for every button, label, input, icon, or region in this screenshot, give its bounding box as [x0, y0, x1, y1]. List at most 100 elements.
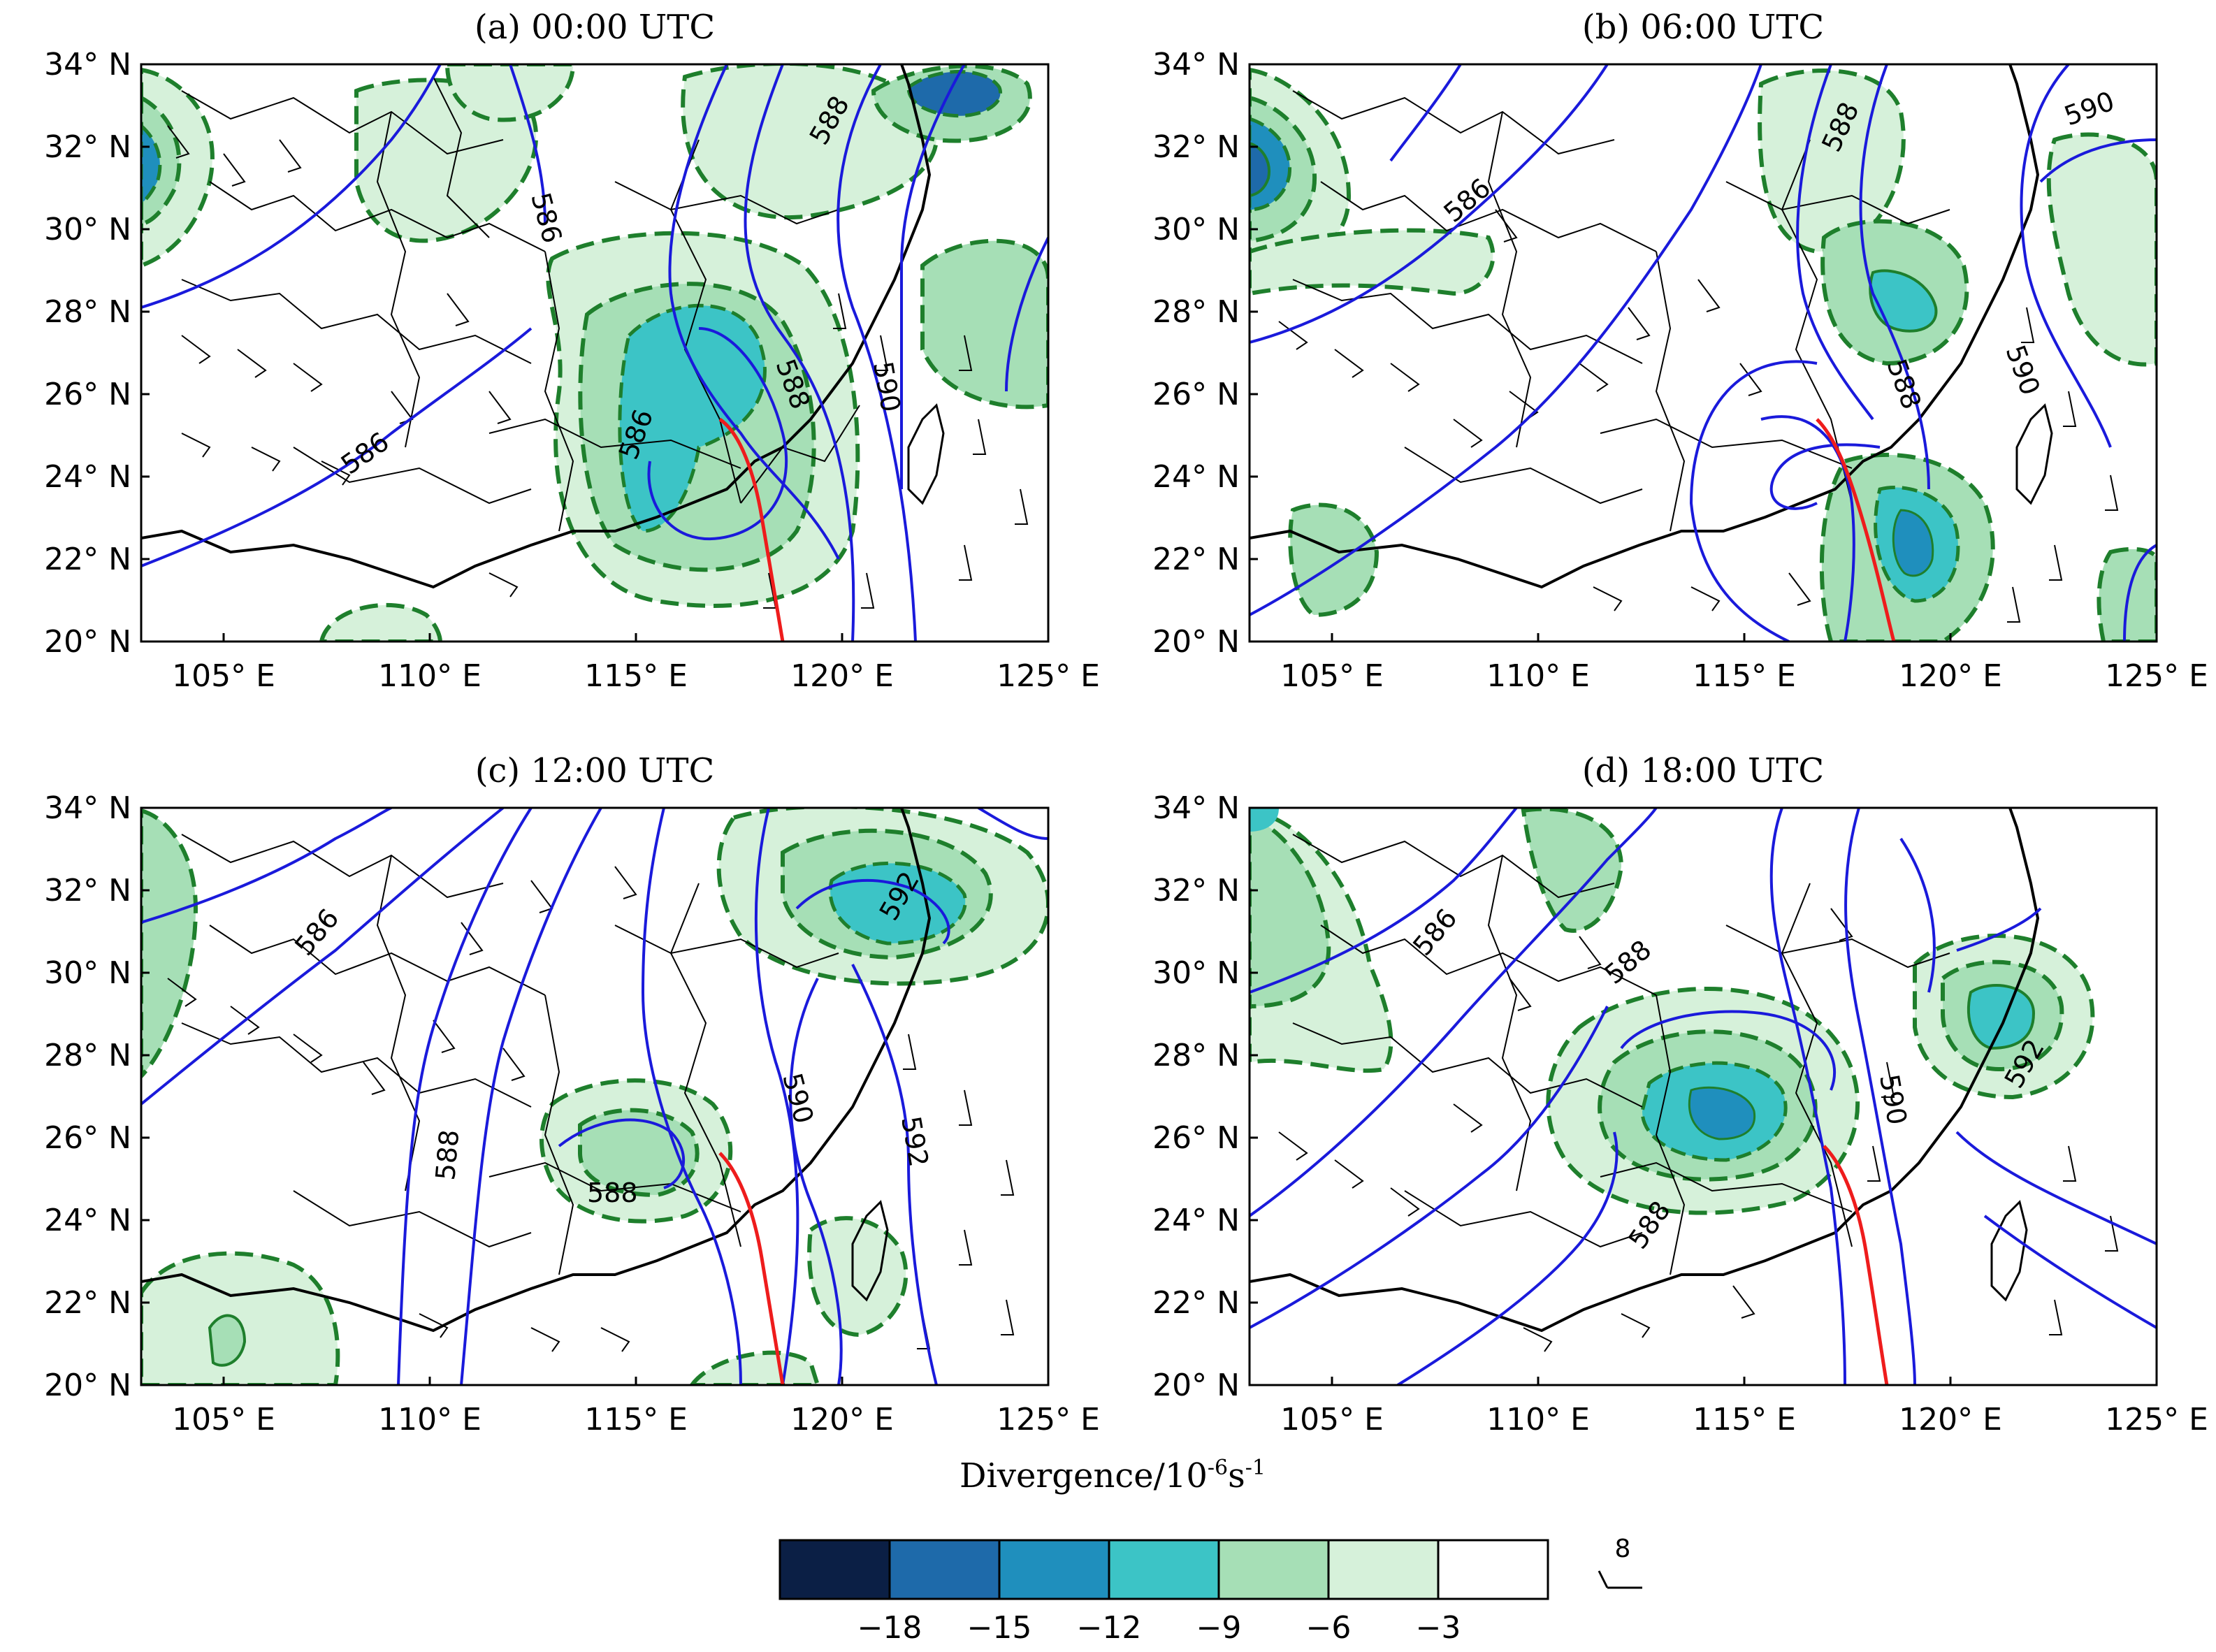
panel-c: (c) 12:00 UTC: [140, 751, 1050, 1386]
colorbar-tick-label: −15: [967, 1610, 1032, 1646]
lat-tick-label: 24° N: [44, 1203, 131, 1238]
wind-barbs-d: [1278, 908, 2119, 1352]
lon-tick-label: 115° E: [584, 1402, 688, 1437]
province-borders-b: [1292, 90, 1950, 532]
taiwan-a: [907, 403, 945, 505]
front-line-c: [718, 1152, 785, 1385]
lat-tick-label: 26° N: [44, 1120, 131, 1156]
colorbar-tick-label: −18: [857, 1610, 922, 1646]
colorbar-box: [779, 1539, 891, 1600]
colorbar-box: [1327, 1539, 1440, 1600]
front-line-b: [1816, 418, 1896, 642]
lon-tick-label: 105° E: [1280, 1402, 1384, 1437]
lat-tick-label: 24° N: [44, 459, 131, 495]
height-contours-d: [1250, 808, 2157, 1385]
lat-tick-label: 32° N: [44, 873, 131, 908]
colorbar-tick-label: −6: [1306, 1610, 1352, 1646]
lon-tick-label: 105° E: [172, 1402, 275, 1437]
lon-tick-label: 120° E: [790, 658, 894, 694]
lat-tick-label: 22° N: [44, 542, 131, 577]
lat-tick-label: 28° N: [44, 294, 131, 330]
lat-tick-label: 20° N: [44, 1368, 131, 1403]
lat-tick-label: 30° N: [44, 212, 131, 247]
height-contours-b: [1250, 64, 2157, 642]
lat-tick-label: 20° N: [1152, 624, 1240, 660]
lon-tick-label: 125° E: [997, 1402, 1100, 1437]
lat-tick-label: 28° N: [1152, 1038, 1240, 1073]
panel-d: (d) 18:00 UTC: [1248, 751, 2158, 1386]
height-contours-c: [141, 808, 1048, 1385]
lat-tick-label: 34° N: [1152, 47, 1240, 82]
lon-tick-label: 110° E: [378, 658, 481, 694]
lat-tick-label: 34° N: [44, 47, 131, 82]
wind-key: 8: [1598, 1535, 1642, 1589]
wind-key-barb-icon: [1598, 1570, 1642, 1589]
front-line-d: [1823, 1145, 1889, 1385]
lat-tick-label: 20° N: [44, 624, 131, 660]
lon-tick-label: 120° E: [790, 1402, 894, 1437]
colorbar-box: [1108, 1539, 1220, 1600]
colorbar-tick-labels: −18 −15 −12 −9 −6 −3: [857, 1610, 1461, 1646]
wind-key-label: 8: [1615, 1535, 1631, 1563]
lon-tick-label: 105° E: [1280, 658, 1384, 694]
colorbar-tick-label: −3: [1416, 1610, 1461, 1646]
colorbar-boxes: [779, 1539, 1549, 1600]
lon-tick-label: 110° E: [378, 1402, 481, 1437]
lon-tick-label: 110° E: [1486, 658, 1590, 694]
lon-tick-label: 110° E: [1486, 1402, 1590, 1437]
province-borders-c: [181, 834, 839, 1275]
province-borders-d: [1292, 834, 1950, 1275]
lon-tick-label: 125° E: [2105, 1402, 2208, 1437]
lon-tick-label: 105° E: [172, 658, 275, 694]
lat-tick-label: 34° N: [44, 790, 131, 826]
province-borders-a: [181, 76, 860, 532]
taiwan-b: [2015, 403, 2053, 505]
panel-d-title: (d) 18:00 UTC: [1582, 751, 1824, 790]
lat-tick-label: 30° N: [1152, 955, 1240, 991]
coastline-b: [1250, 64, 2040, 589]
lat-tick-label: 26° N: [1152, 377, 1240, 412]
lat-tick-label: 22° N: [1152, 1285, 1240, 1321]
lat-tick-label: 22° N: [1152, 542, 1240, 577]
colorbar-tick-label: −12: [1077, 1610, 1142, 1646]
lat-tick-label: 20° N: [1152, 1368, 1240, 1403]
colorbar-box: [998, 1539, 1110, 1600]
lon-tick-label: 120° E: [1899, 1402, 2002, 1437]
lat-tick-label: 24° N: [1152, 1203, 1240, 1238]
panel-a-title: (a) 00:00 UTC: [475, 8, 715, 47]
lon-tick-label: 125° E: [2105, 658, 2208, 694]
lat-tick-label: 26° N: [1152, 1120, 1240, 1156]
lon-tick-label: 125° E: [997, 658, 1100, 694]
wind-barbs-a: [167, 125, 1029, 609]
lat-tick-label: 28° N: [44, 1038, 131, 1073]
panel-a: (a) 00:00 UTC: [140, 8, 1050, 643]
colorbar: Divergence/10-6s-1 −18 −15 −12 −9 −6 −3: [779, 1456, 1549, 1646]
colorbar-box: [1437, 1539, 1549, 1600]
coastline-d: [1250, 808, 2040, 1333]
contour-label: 588: [587, 1178, 638, 1208]
divergence-field-a: [141, 64, 1048, 642]
lon-tick-label: 115° E: [1693, 658, 1796, 694]
panel-c-title: (c) 12:00 UTC: [475, 751, 714, 790]
lat-tick-label: 32° N: [44, 129, 131, 165]
divergence-field-d: [1250, 808, 2095, 1215]
lat-tick-label: 32° N: [1152, 129, 1240, 165]
contour-label: 588: [430, 1129, 465, 1182]
lat-tick-label: 22° N: [44, 1285, 131, 1321]
lon-tick-label: 115° E: [1693, 1402, 1796, 1437]
panel-b-title: (b) 06:00 UTC: [1582, 8, 1824, 47]
divergence-field-c: [141, 808, 1048, 1385]
panel-b: (b) 06:00 UTC: [1248, 8, 2158, 643]
lon-tick-label: 120° E: [1899, 658, 2002, 694]
lat-tick-label: 30° N: [44, 955, 131, 991]
colorbar-box: [888, 1539, 1001, 1600]
front-line-a: [718, 417, 785, 642]
lat-tick-label: 24° N: [1152, 459, 1240, 495]
lat-tick-label: 26° N: [44, 377, 131, 412]
lon-tick-label: 115° E: [584, 658, 688, 694]
axes: 34° N 32° N 30° N 28° N 26° N 24° N 22° N 20° N…: [44, 47, 2208, 1437]
lat-tick-label: 34° N: [1152, 790, 1240, 826]
lat-tick-label: 32° N: [1152, 873, 1240, 908]
coastline-a: [141, 64, 932, 589]
